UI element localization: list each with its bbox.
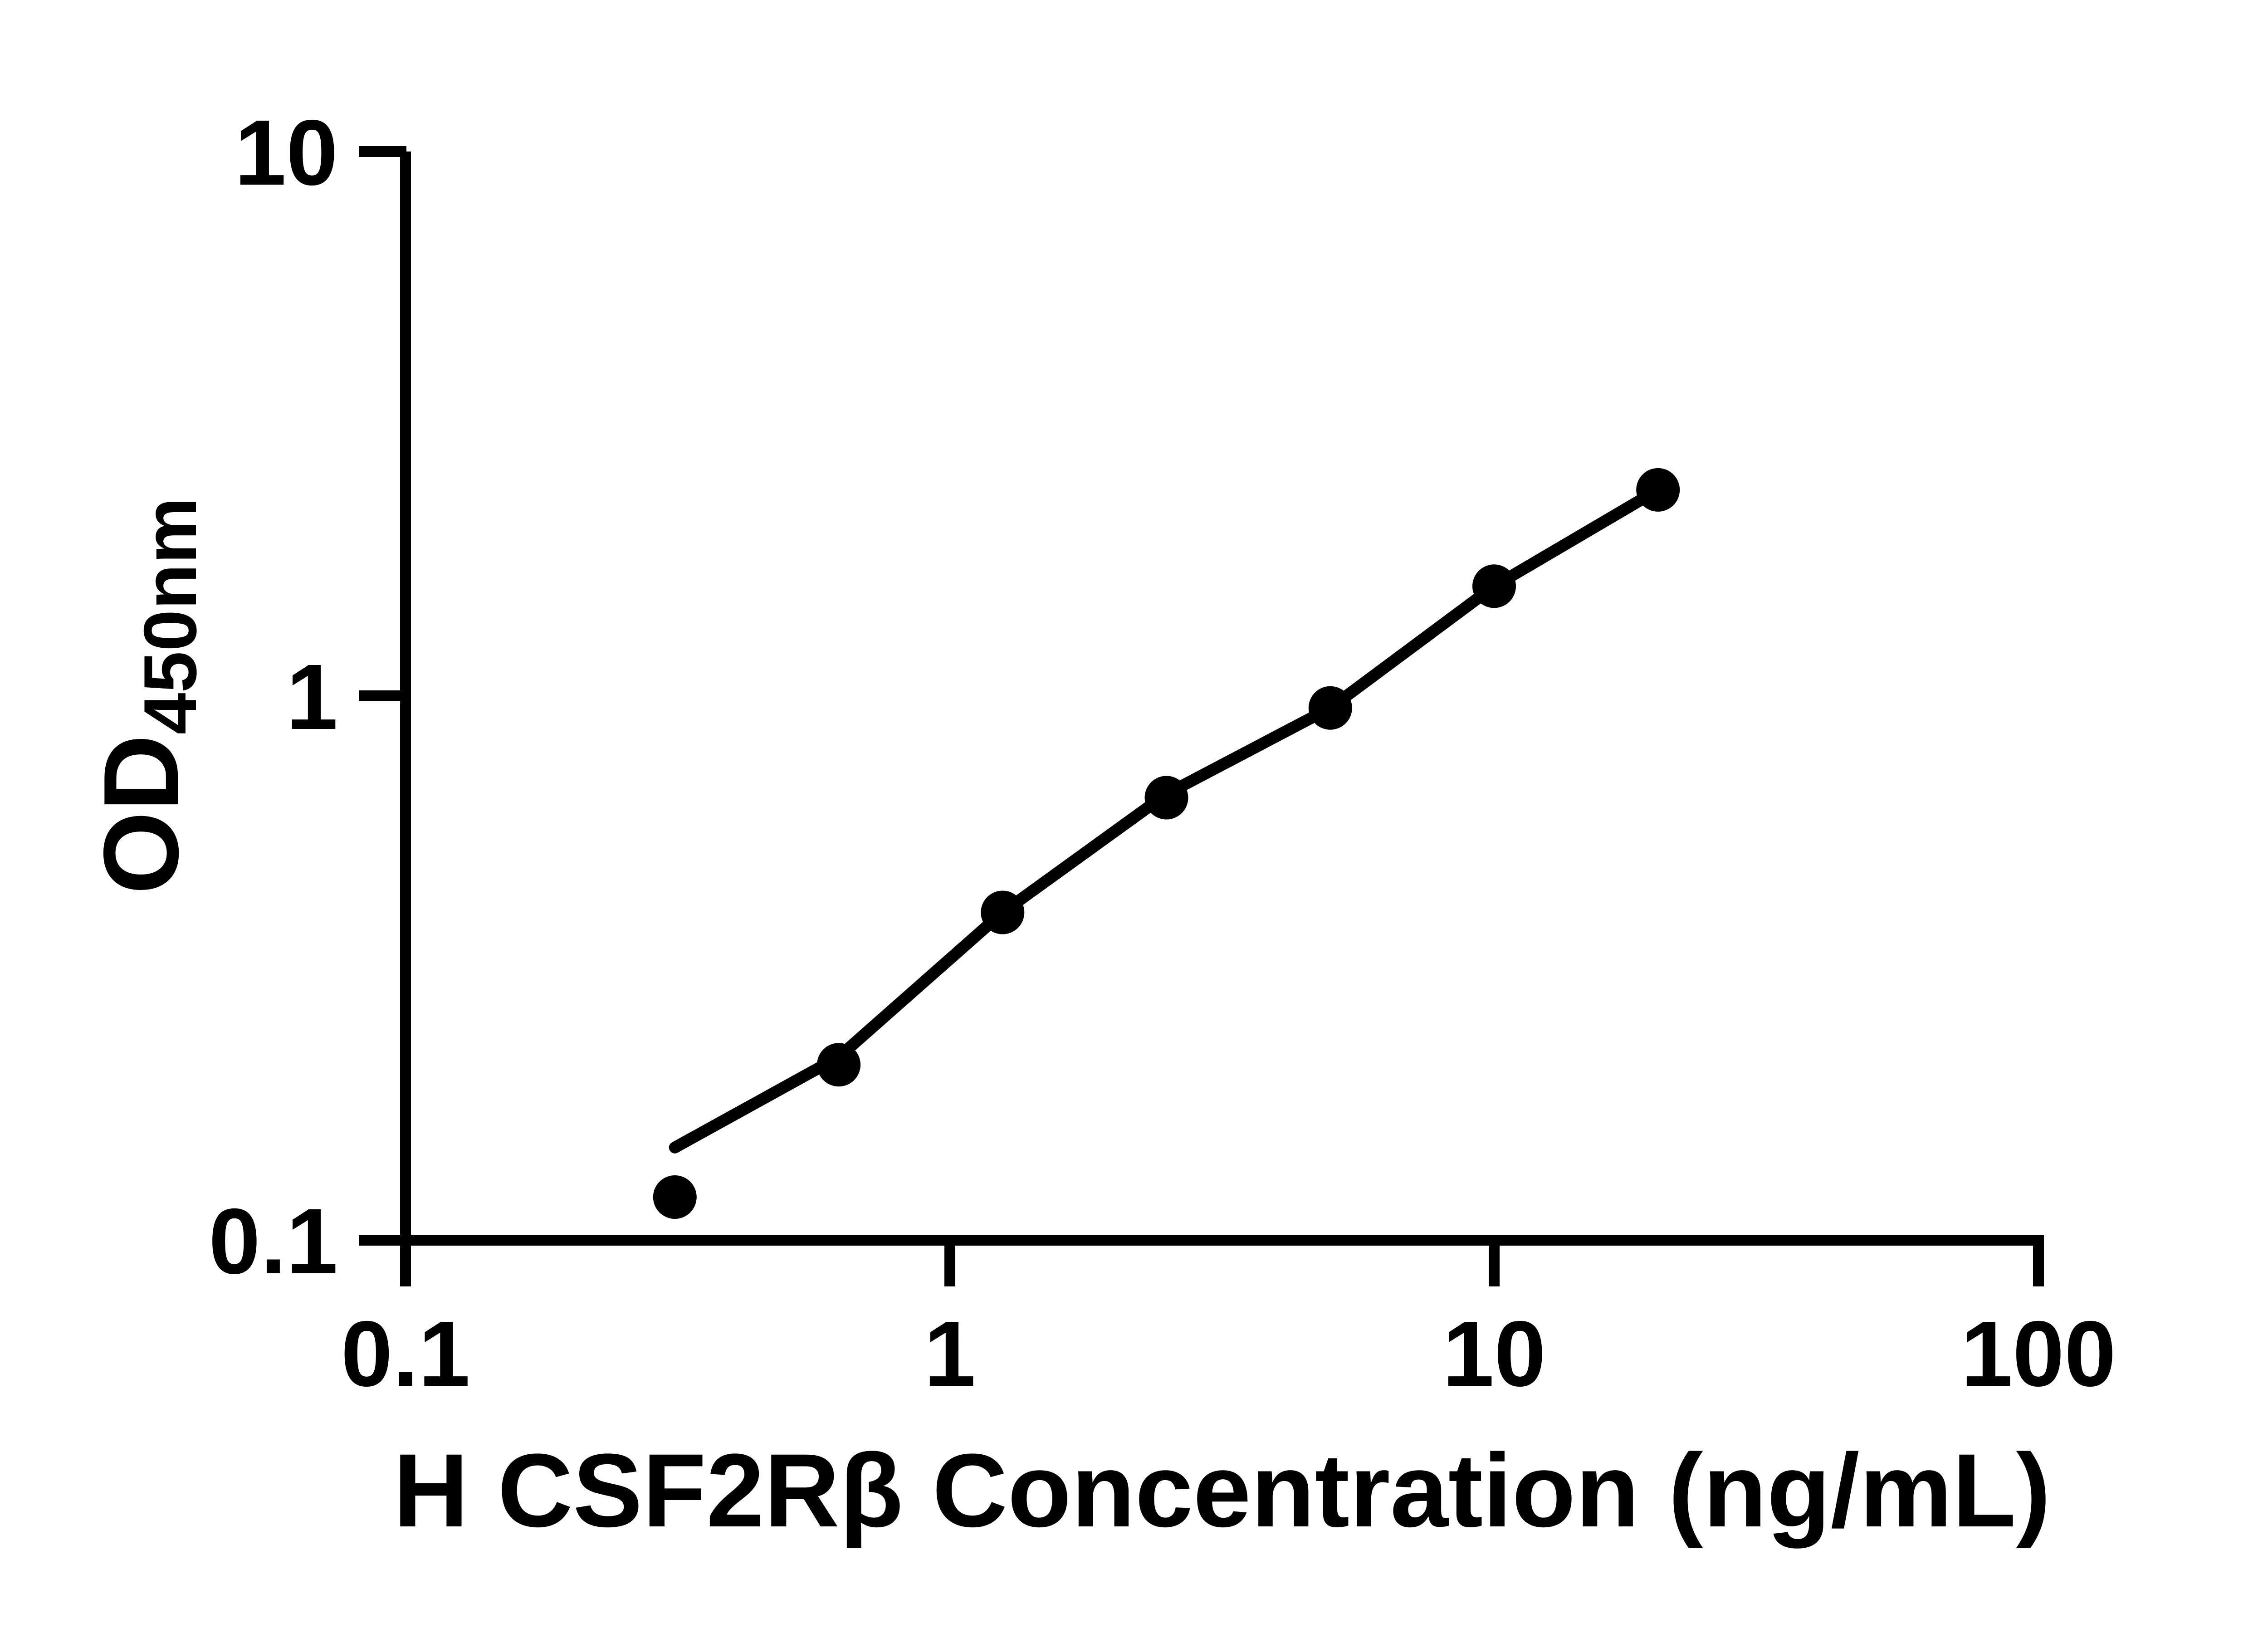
y-tick-label: 10 [235,101,338,205]
x-axis-title: H CSF2Rβ Concentration (ng/mL) [393,1432,2051,1549]
x-tick-label: 100 [1961,1302,2116,1406]
y-tick-label: 1 [286,645,338,749]
x-tick-label: 0.1 [341,1302,470,1406]
y-axis-title-subscript: 450nm [128,497,212,734]
tick-labels: 0.1 1 10 100 0.1 1 10 [209,101,2116,1406]
data-point [1308,686,1352,730]
y-tick-label: 0.1 [209,1189,338,1293]
data-point [653,1175,697,1219]
x-tick-label: 10 [1442,1302,1546,1406]
data-point [1144,776,1188,820]
data-point [817,1043,861,1087]
axes [400,152,2044,1246]
y-axis-title: OD450nm [81,497,212,894]
ticks [359,146,2044,1286]
y-axis-title-main: OD [81,734,200,895]
data-point [1636,468,1680,512]
data-points [653,468,1680,1219]
data-point [1472,564,1516,608]
x-tick-label: 1 [924,1302,976,1406]
data-point [981,890,1025,934]
